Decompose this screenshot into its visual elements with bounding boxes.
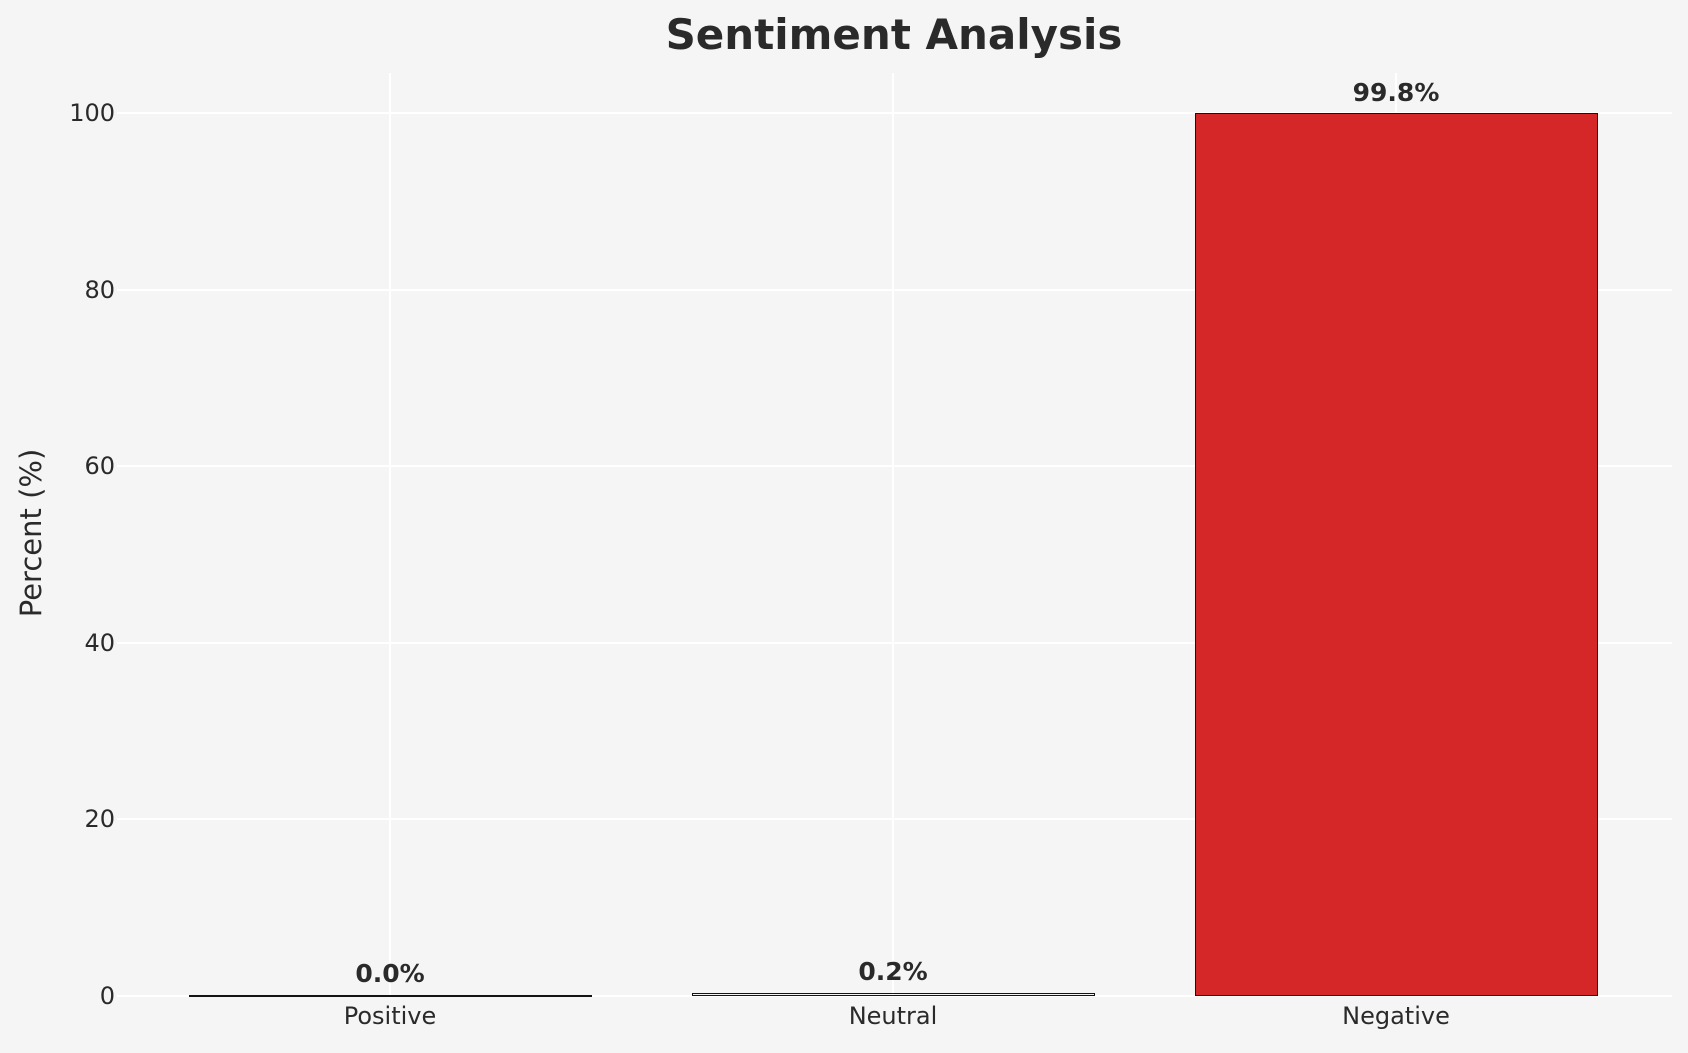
y-axis-label: Percent (%)	[14, 448, 48, 618]
y-tick-label: 0	[99, 982, 115, 1010]
x-tick-label: Neutral	[848, 1002, 938, 1030]
bar-negative	[1194, 113, 1598, 996]
y-tick-label: 20	[84, 805, 115, 834]
y-gridline	[117, 818, 1672, 821]
bar-value-label: 0.2%	[858, 957, 928, 987]
y-gridline	[117, 465, 1672, 468]
x-tick-label: Negative	[1342, 1002, 1450, 1030]
x-tick-label: Positive	[343, 1002, 437, 1030]
bar-value-label: 0.0%	[355, 959, 425, 988]
y-tick-label: 40	[84, 628, 115, 657]
bar-positive	[188, 994, 592, 997]
x-gridline	[892, 73, 894, 996]
y-gridline	[117, 995, 1672, 997]
y-gridline	[117, 288, 1672, 291]
chart-title: Sentiment Analysis	[665, 10, 1123, 59]
bar-value-label: 99.8%	[1352, 77, 1440, 107]
bar-neutral	[691, 992, 1095, 996]
y-tick-label: 80	[84, 275, 115, 304]
y-tick-label: 100	[69, 99, 115, 127]
y-gridline	[117, 641, 1672, 644]
y-tick-label: 60	[84, 452, 115, 481]
y-gridline	[117, 112, 1672, 114]
x-gridline	[389, 73, 391, 996]
